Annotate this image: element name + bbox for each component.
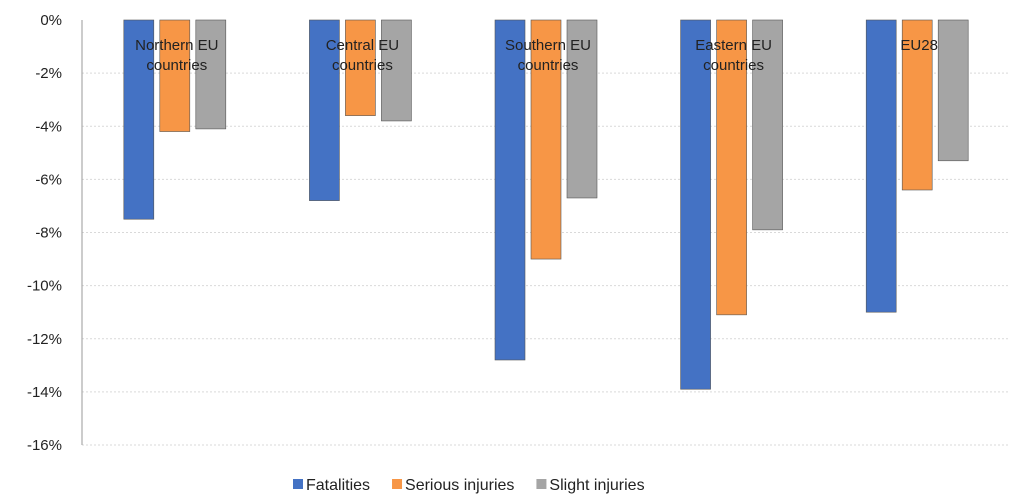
y-tick-label: -12% bbox=[27, 331, 62, 348]
y-tick-label: -16% bbox=[27, 437, 62, 454]
bar-serious-injuries bbox=[159, 19, 191, 132]
bar-slight-injuries bbox=[566, 19, 598, 199]
bar-serious-injuries bbox=[345, 19, 376, 116]
legend: Fatalities Serious injuries Slight injurie… bbox=[293, 477, 645, 494]
legend-swatch bbox=[293, 479, 303, 489]
y-tick-label: -14% bbox=[27, 384, 62, 401]
bar-fatalities bbox=[865, 19, 897, 313]
bar-serious-injuries bbox=[901, 19, 933, 191]
bar-slight-injuries bbox=[752, 19, 783, 231]
category-label: Eastern EU bbox=[695, 37, 772, 54]
category-label: countries bbox=[146, 57, 207, 74]
bar-slight-injuries bbox=[195, 19, 227, 130]
bars bbox=[123, 19, 969, 390]
category-label: countries bbox=[518, 57, 579, 74]
bar-serious-injuries bbox=[716, 19, 747, 316]
y-tick-label: -2% bbox=[35, 65, 62, 82]
y-tick-label: -6% bbox=[35, 171, 62, 188]
y-tick-label: -10% bbox=[27, 278, 62, 295]
legend-swatch bbox=[392, 479, 403, 489]
legend-label: Serious injuries bbox=[405, 477, 514, 494]
y-axis-ticks: 0% -2% -4% -6% -8% -10% -12% -14% -16% bbox=[27, 12, 62, 454]
category-label: countries bbox=[332, 57, 393, 74]
bar-slight-injuries bbox=[937, 19, 969, 162]
bar-fatalities bbox=[123, 19, 155, 220]
y-tick-label: -4% bbox=[35, 118, 62, 135]
category-label: countries bbox=[703, 57, 764, 74]
bar-fatalities bbox=[680, 19, 711, 390]
bar-fatalities bbox=[309, 19, 340, 201]
category-label: Central EU bbox=[326, 37, 399, 54]
category-label: EU28 bbox=[900, 37, 938, 54]
category-labels: Northern EU countries Central EU countries S… bbox=[135, 37, 938, 74]
category-label: Southern EU bbox=[505, 37, 591, 54]
bar-serious-injuries bbox=[530, 19, 562, 260]
legend-label: Slight injuries bbox=[549, 477, 644, 494]
bar-fatalities bbox=[494, 19, 526, 361]
y-tick-label: 0% bbox=[40, 12, 62, 29]
category-label: Northern EU bbox=[135, 37, 218, 54]
bar-slight-injuries bbox=[381, 19, 412, 122]
y-tick-label: -8% bbox=[35, 225, 62, 242]
legend-label: Fatalities bbox=[306, 477, 370, 494]
legend-swatch bbox=[536, 479, 547, 489]
